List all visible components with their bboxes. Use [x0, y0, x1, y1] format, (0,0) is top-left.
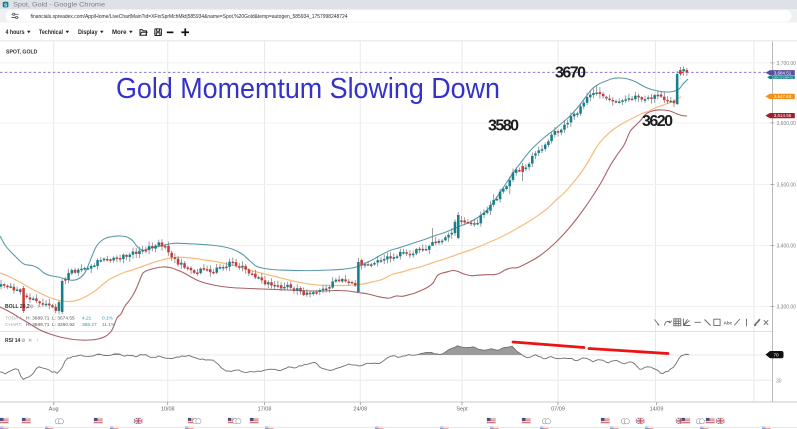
svg-text:L: 3260.92: L: 3260.92 — [52, 322, 75, 328]
svg-text:↑: ↑ — [36, 338, 39, 344]
svg-text:17/08: 17/08 — [258, 407, 272, 413]
svg-text:4 hours: 4 hours — [6, 29, 25, 36]
svg-text:3,647.63: 3,647.63 — [774, 94, 792, 99]
svg-text:70: 70 — [773, 353, 779, 359]
svg-text:3,684.51•3,684.91: 3,684.51•3,684.91 — [772, 76, 794, 80]
svg-text:✕: ✕ — [37, 304, 41, 310]
svg-text:0.1%: 0.1% — [102, 316, 114, 322]
svg-text:3,700.00: 3,700.00 — [777, 61, 797, 67]
svg-text:H: 3689.71: H: 3689.71 — [26, 322, 50, 328]
svg-text:30: 30 — [776, 378, 782, 384]
svg-text:L: 3674.55: L: 3674.55 — [52, 316, 75, 322]
svg-text:SPOT, GOLD: SPOT, GOLD — [6, 50, 38, 56]
svg-text:More: More — [112, 29, 127, 36]
svg-text:⚙: ⚙ — [21, 338, 26, 344]
svg-text:07/09: 07/09 — [551, 407, 565, 413]
svg-text:4.21: 4.21 — [82, 316, 92, 322]
svg-text:Aug: Aug — [49, 407, 59, 413]
svg-text:3620: 3620 — [642, 113, 673, 130]
svg-text:14/09: 14/09 — [650, 407, 664, 413]
svg-text:Abc: Abc — [724, 321, 733, 326]
svg-text:TODAY:: TODAY: — [5, 316, 22, 322]
svg-text:10/08: 10/08 — [161, 407, 175, 413]
svg-text:3580: 3580 — [488, 118, 519, 135]
svg-text:RSI 14: RSI 14 — [5, 338, 21, 344]
svg-text:H: 3689.71: H: 3689.71 — [26, 316, 50, 322]
svg-text:Spot, Gold - Google Chrome: Spot, Gold - Google Chrome — [13, 3, 106, 9]
svg-text:11.1%: 11.1% — [102, 322, 116, 328]
svg-text:✕: ✕ — [28, 338, 32, 344]
svg-text:3,300.00: 3,300.00 — [777, 305, 797, 311]
svg-text:3,684.51: 3,684.51 — [774, 70, 792, 75]
svg-text:CHART:: CHART: — [5, 322, 22, 328]
svg-text:Display: Display — [78, 29, 98, 36]
svg-text:3,400.00: 3,400.00 — [777, 244, 797, 250]
svg-text:⚙: ⚙ — [30, 304, 35, 310]
svg-text:Sept: Sept — [456, 407, 468, 413]
svg-text:3670: 3670 — [555, 65, 586, 82]
svg-text:BOLL 20,2: BOLL 20,2 — [5, 304, 30, 310]
svg-text:S: S — [4, 2, 8, 8]
svg-text:Gold Momemtum Slowing Down: Gold Momemtum Slowing Down — [116, 73, 500, 105]
svg-text:financials.spreadex.com/App/Ho: financials.spreadex.com/App/Home/LiveCha… — [31, 14, 348, 20]
svg-text:3,600.00: 3,600.00 — [777, 121, 797, 127]
svg-text:3,500.00: 3,500.00 — [777, 183, 797, 189]
svg-text:368.27: 368.27 — [82, 322, 97, 328]
svg-text:Technical: Technical — [39, 29, 63, 36]
svg-text:3,614.55: 3,614.55 — [774, 113, 792, 118]
svg-text:24/08: 24/08 — [353, 407, 367, 413]
